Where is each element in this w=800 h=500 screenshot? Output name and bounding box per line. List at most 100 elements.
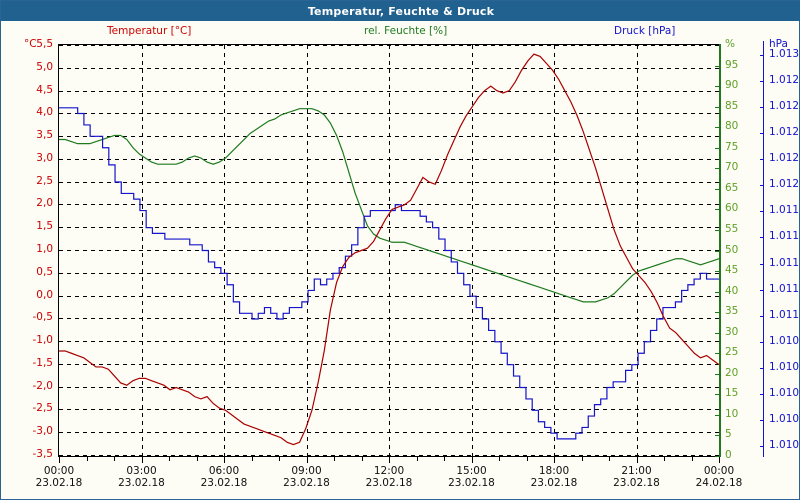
bottom-axis-tick	[692, 457, 693, 461]
humidity-axis-tick-label: 95	[725, 58, 739, 71]
humidity-axis-tick-label: 20	[725, 366, 739, 379]
humidity-axis-tick	[715, 66, 719, 67]
pressure-axis-tick-label: 1.011	[769, 282, 800, 295]
pressure-axis-line	[763, 41, 764, 457]
left-axis-tick-label: 5,5	[36, 38, 53, 50]
tick-time: 00:00	[703, 465, 735, 477]
left-axis-tick-label: -0,5	[32, 311, 54, 323]
pressure-axis-tick	[760, 290, 764, 291]
pressure-axis-tick	[760, 342, 764, 343]
left-axis-unit: °C	[24, 38, 37, 50]
pressure-axis-unit: hPa	[769, 38, 788, 50]
bottom-axis-tick-label: 15:00 23.02.18	[437, 465, 507, 489]
tick-date: 23.02.18	[365, 477, 413, 489]
pressure-axis-tick	[760, 420, 764, 421]
pressure-axis-tick	[760, 55, 764, 56]
bottom-axis-tick	[719, 457, 720, 463]
humidity-axis-tick-label: 30	[725, 325, 739, 338]
humidity-axis-tick-label: 35	[725, 305, 739, 318]
left-axis-tick-label: 3,5	[36, 129, 53, 141]
bottom-axis-tick	[362, 457, 363, 461]
bottom-axis-tick-label: 03:00 23.02.18	[107, 465, 177, 489]
pressure-axis-tick-label: 1.010	[769, 439, 800, 451]
pressure-axis-tick-label: 1.011	[769, 308, 800, 321]
tick-time: 21:00	[621, 465, 652, 477]
bottom-axis-tick	[637, 457, 638, 463]
humidity-axis-tick	[715, 312, 719, 313]
tick-time: 15:00	[456, 465, 487, 477]
humidity-axis-tick-label: 55	[725, 222, 739, 235]
left-axis-tick-label: -3,5	[32, 448, 54, 460]
tick-date: 23.02.18	[118, 477, 165, 489]
tick-date: 23.02.18	[35, 477, 83, 489]
pressure-line	[59, 107, 719, 440]
humidity-axis-tick	[715, 435, 719, 436]
pressure-axis-tick-label: 1.010	[769, 334, 800, 347]
humidity-axis-tick-label: 80	[725, 120, 739, 133]
humidity-axis-tick	[715, 189, 719, 190]
humidity-axis-tick	[715, 168, 719, 169]
legend-humidity: rel. Feuchte [%]	[364, 24, 447, 38]
humidity-axis-tick-label: 65	[725, 181, 739, 194]
bottom-axis-tick-label: 18:00 23.02.18	[519, 465, 589, 489]
bottom-axis-tick	[389, 457, 390, 463]
horizontal-gridlines	[59, 45, 719, 456]
left-axis-tick-label: 0,5	[36, 266, 53, 278]
bottom-axis-tick	[444, 457, 445, 461]
humidity-axis-tick	[715, 394, 719, 395]
humidity-axis-tick-label: 0	[725, 449, 732, 461]
tick-time: 03:00	[126, 465, 157, 477]
bottom-axis-tick	[307, 457, 308, 463]
pressure-axis-tick	[760, 316, 764, 317]
bottom-axis-tick	[87, 457, 88, 461]
humidity-line	[59, 108, 719, 303]
humidity-axis-tick	[715, 86, 719, 87]
bottom-axis-tick	[142, 457, 143, 463]
bottom-axis-tick-label: 00:00 24.02.18	[684, 465, 754, 489]
legend-pressure: Druck [hPa]	[614, 24, 675, 38]
pressure-axis-tick-label: 1.012	[769, 74, 800, 87]
humidity-axis-tick	[715, 209, 719, 210]
window-titlebar: Temperatur, Feuchte & Druck	[1, 1, 800, 21]
humidity-axis-tick	[715, 127, 719, 128]
pressure-axis-tick-label: 1.010	[769, 360, 800, 373]
pressure-axis-tick	[760, 264, 764, 265]
left-axis-tick-label: -2,5	[32, 402, 54, 414]
bottom-axis-tick	[114, 457, 115, 461]
bottom-axis-line	[58, 456, 720, 457]
tick-time: 18:00	[538, 465, 570, 477]
bottom-axis-tick	[664, 457, 665, 461]
tick-time: 09:00	[291, 465, 322, 477]
left-axis-tick-label: 2,0	[36, 197, 53, 209]
bottom-axis-tick	[59, 457, 60, 463]
bottom-axis-tick-label: 09:00 23.02.18	[272, 465, 342, 489]
bottom-axis-tick	[472, 457, 473, 463]
humidity-axis-tick-label: 70	[725, 161, 739, 174]
humidity-axis-tick-label: 40	[725, 284, 739, 297]
tick-date: 23.02.18	[200, 477, 248, 489]
humidity-axis-tick-label: 60	[725, 202, 739, 215]
left-axis-tick-label: 3,0	[36, 152, 53, 164]
pressure-axis-tick	[760, 81, 764, 82]
left-axis-tick-label: -2,0	[32, 380, 54, 392]
humidity-axis-tick-label: 75	[725, 140, 739, 153]
bottom-axis-tick-label: 00:00 23.02.18	[24, 465, 94, 489]
left-axis-tick-label: -3,0	[32, 425, 54, 437]
humidity-axis-tick	[715, 415, 719, 416]
pressure-axis-tick-label: 1.011	[769, 204, 800, 217]
humidity-axis-unit: %	[725, 38, 735, 50]
humidity-axis-line	[719, 44, 721, 457]
pressure-axis-tick	[760, 368, 764, 369]
left-axis-tick-label: 4,0	[36, 106, 53, 118]
tick-time: 00:00	[43, 465, 75, 477]
tick-date: 23.02.18	[448, 477, 495, 489]
humidity-axis-tick-label: 15	[725, 387, 739, 400]
left-axis-tick-label: 1,0	[36, 243, 53, 255]
humidity-axis-tick	[715, 148, 719, 149]
temperature-line	[59, 53, 719, 446]
bottom-axis-tick	[527, 457, 528, 461]
tick-date: 24.02.18	[695, 477, 743, 489]
tick-date: 23.02.18	[283, 477, 330, 489]
left-axis-tick-label: 2,5	[36, 175, 53, 187]
left-axis-tick-label: 1,5	[36, 220, 53, 232]
